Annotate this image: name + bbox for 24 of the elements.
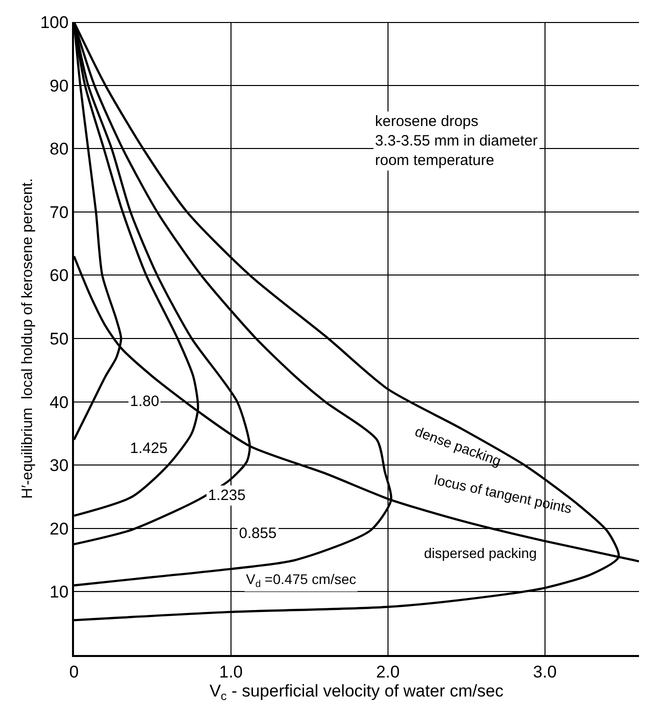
y-tick-label: 20	[50, 519, 69, 538]
annotation: 1.235	[208, 487, 246, 504]
x-tick-label: 2.0	[376, 662, 400, 682]
annotation: 0.855	[239, 525, 277, 542]
y-tick-label: 30	[50, 456, 69, 476]
y-tick-label: 100	[40, 12, 69, 32]
annotation: kerosene drops 3.3-3.55 mm in diameter room temperature	[375, 113, 538, 169]
x-tick-label: 1.0	[219, 662, 243, 682]
y-tick-label: 10	[50, 582, 69, 602]
annotation: 1.425	[130, 440, 168, 457]
y-tick-label: 80	[50, 140, 69, 159]
x-tick-label: 0	[69, 662, 79, 682]
y-tick-label: 90	[50, 76, 69, 96]
y-axis-title: H′-equilibrium local holdup of kerosene percent.	[18, 178, 36, 499]
x-axis-title: V$_{c}$ - superficial velocity of water cm/sec	[209, 681, 504, 703]
annotation: V$_{d}$ =0.475 cm/sec	[246, 571, 356, 590]
annotation: locus of tangent points	[432, 472, 574, 516]
y-tick-label: 40	[50, 392, 69, 412]
x-tick-label: 3.0	[533, 662, 557, 682]
y-tick-label: 50	[50, 329, 69, 348]
y-tick-label: 60	[50, 266, 69, 286]
annotation: 1.80	[130, 393, 160, 410]
annotation: dispersed packing	[424, 545, 537, 561]
y-tick-label: 70	[50, 202, 69, 222]
